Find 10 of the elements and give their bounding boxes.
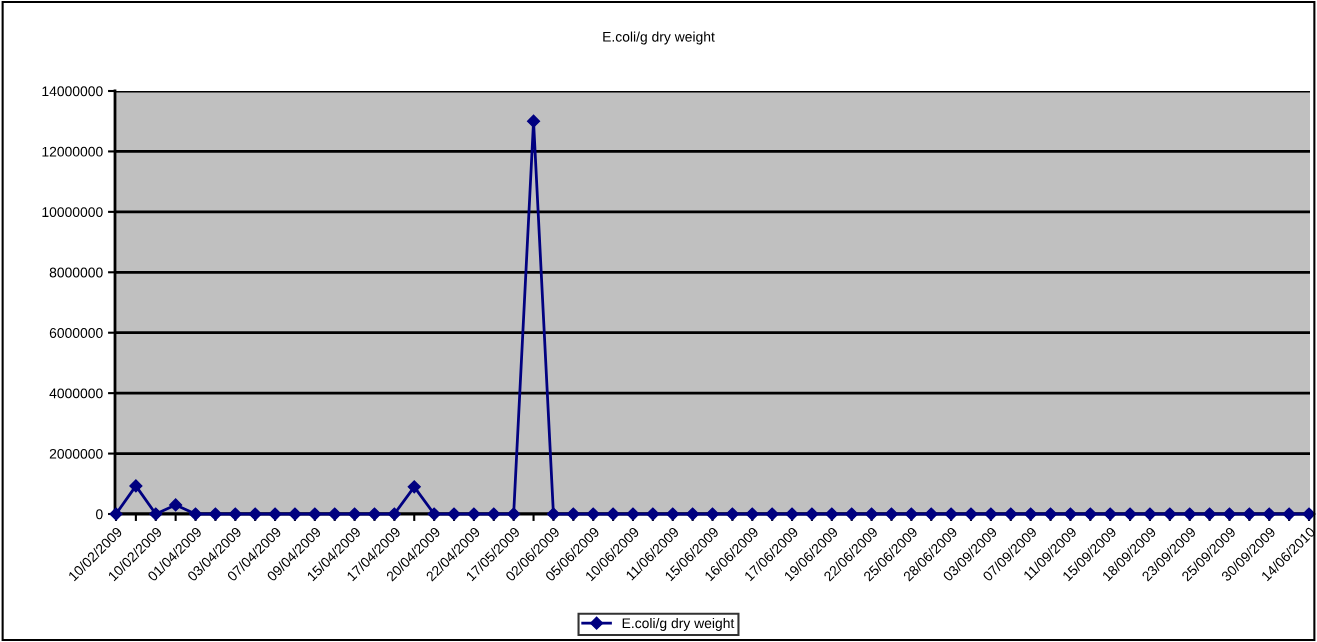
y-tick-label: 14000000 [42,86,103,97]
legend-label: E.coli/g dry weight [622,617,735,631]
y-tick-label: 12000000 [42,146,103,157]
y-tick-label: 10000000 [42,207,103,218]
chart-title: E.coli/g dry weight [603,31,715,45]
y-tick-label: 8000000 [49,267,103,278]
y-tick-label: 0 [96,509,103,520]
y-tick-label: 2000000 [49,448,103,459]
y-tick-label: 6000000 [49,328,103,338]
y-tick-label: 4000000 [49,388,103,399]
